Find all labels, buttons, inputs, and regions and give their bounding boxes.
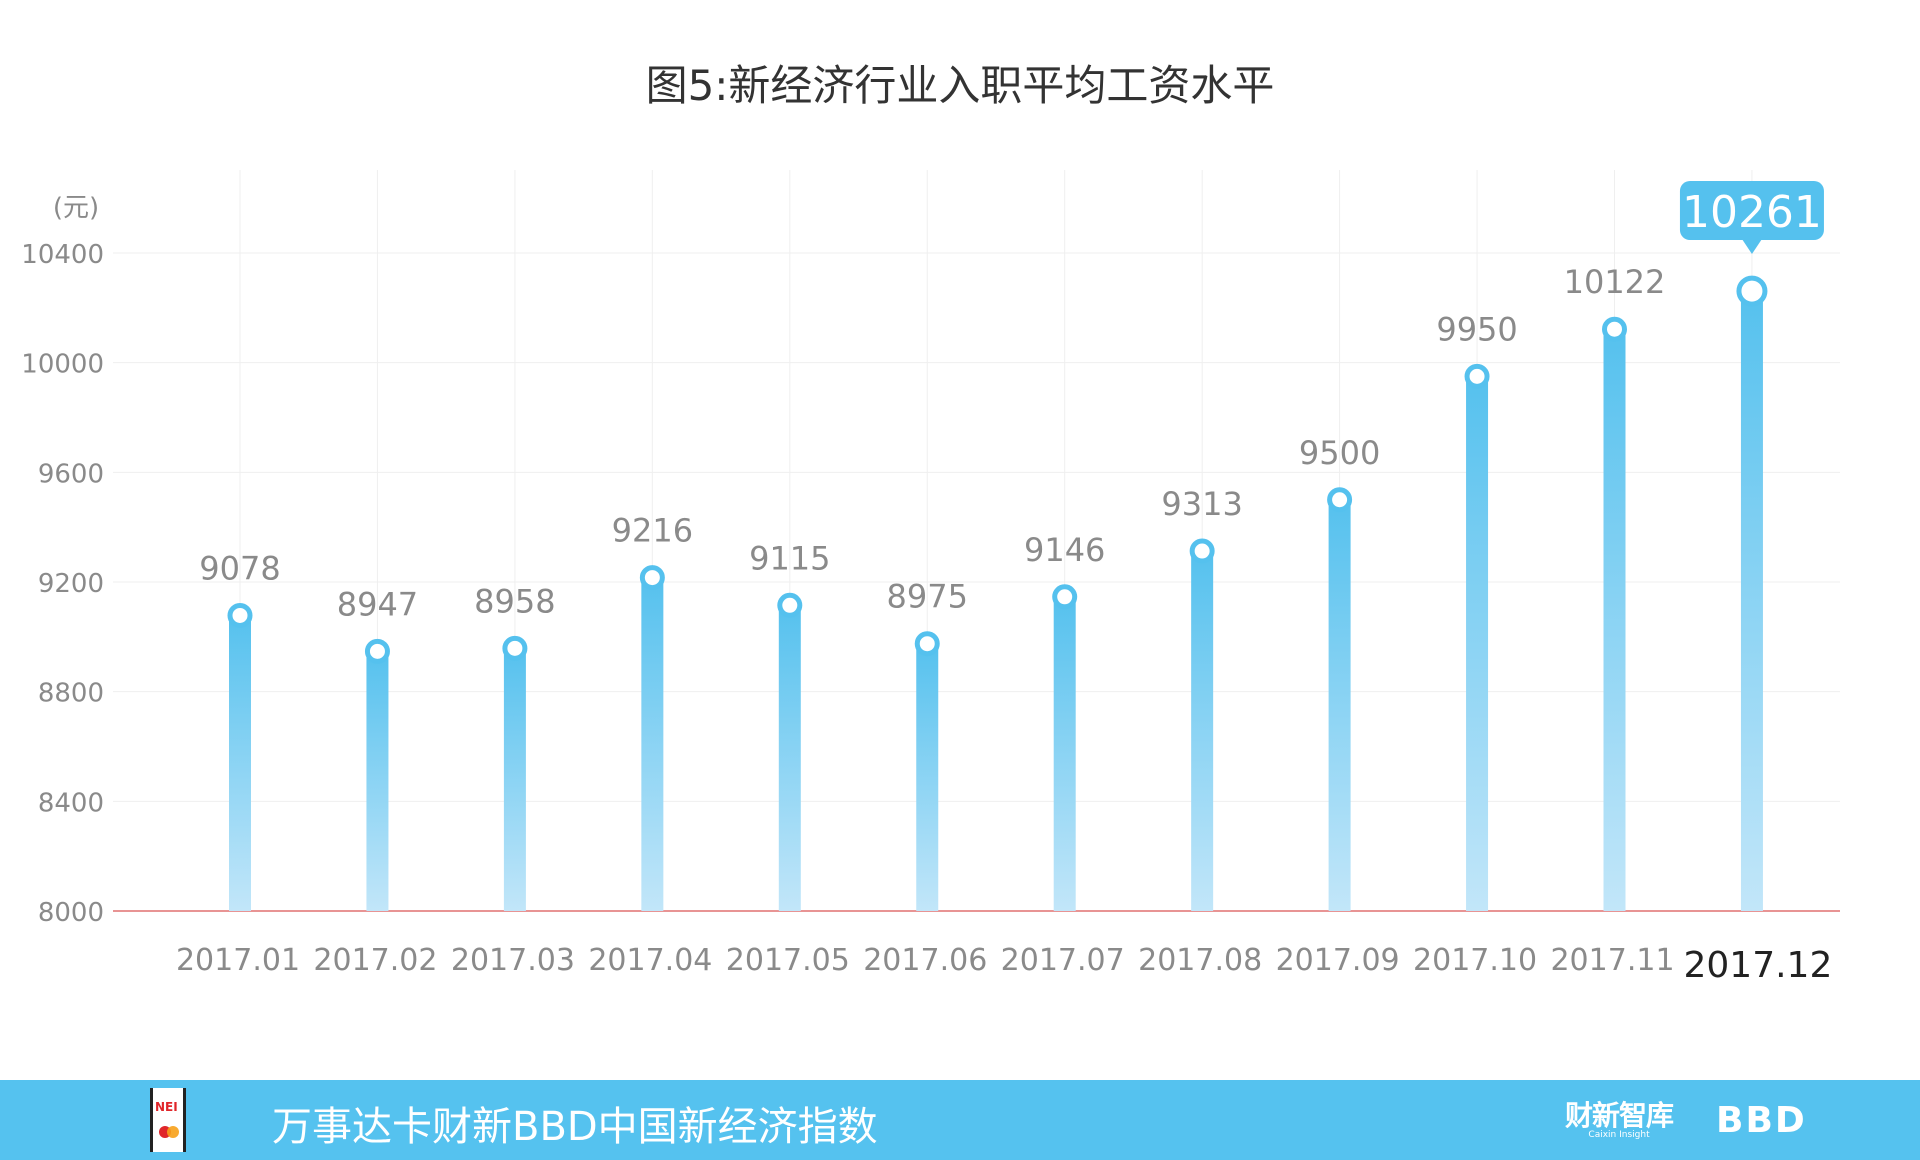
caixin-logo-cn: 财新智库	[1565, 1099, 1674, 1132]
x-tick-label: 2017.02	[313, 943, 437, 978]
data-point-marker	[364, 638, 390, 664]
x-tick-label: 2017.10	[1413, 943, 1537, 978]
x-tick-label: 2017.04	[588, 943, 712, 978]
data-point-marker	[502, 635, 528, 661]
bar	[503, 648, 526, 911]
bars-layer	[227, 275, 1768, 912]
y-tick-label: 10000	[21, 350, 104, 380]
footer-banner: NEI 万事达卡财新BBD中国新经济指数 财新智库 Caixin Insight…	[0, 1080, 1920, 1160]
y-tick-label: 8000	[38, 898, 104, 928]
data-label: 9078	[199, 549, 280, 587]
data-point-marker	[227, 602, 253, 628]
x-tick-label: 2017.09	[1276, 943, 1400, 978]
bar	[1740, 291, 1763, 912]
x-tick-label: 2017.07	[1001, 943, 1125, 978]
data-label: 9216	[612, 512, 693, 550]
y-tick-label: 9200	[38, 569, 104, 599]
caixin-insight-logo: 财新智库 Caixin Insight	[1565, 1099, 1674, 1141]
y-tick-label: 8400	[38, 788, 104, 818]
bar	[1053, 596, 1076, 911]
nei-logo: NEI	[150, 1088, 186, 1152]
bar	[229, 615, 251, 911]
data-label: 8975	[887, 578, 968, 616]
chart-title: 图5:新经济行业入职平均工资水平	[645, 61, 1275, 110]
callout-box	[1679, 181, 1824, 240]
bar-chart: 8000 8400 8800 9200 9600 10000 10400 (元) 9078 201…	[21, 170, 1840, 986]
data-label: 10122	[1564, 263, 1666, 301]
callout-pointer	[1741, 239, 1762, 254]
data-label: 9500	[1299, 434, 1380, 472]
y-tick-label: 9600	[38, 459, 104, 489]
x-tick-label: 2017.06	[863, 943, 987, 978]
x-tick-label: 2017.03	[451, 943, 575, 978]
data-point-marker	[914, 631, 940, 657]
bar	[1191, 551, 1214, 911]
bar	[1328, 499, 1351, 911]
callout-label: 10261	[1682, 187, 1822, 238]
y-axis-label: (元)	[53, 193, 99, 223]
caixin-logo-en: Caixin Insight	[1588, 1130, 1650, 1140]
y-tick-label: 8800	[38, 679, 104, 709]
data-point-marker	[639, 565, 665, 591]
nei-logo-text: NEI	[155, 1100, 178, 1114]
data-label: 9146	[1024, 531, 1105, 569]
data-point-marker	[777, 592, 803, 618]
data-point-marker	[1189, 538, 1215, 564]
data-point-marker	[1052, 584, 1078, 610]
data-label: 8947	[337, 585, 418, 623]
x-tick-label: 2017.12	[1684, 945, 1833, 986]
x-tick-label: 2017.05	[726, 943, 850, 978]
data-point-marker	[1736, 275, 1768, 307]
bar	[916, 643, 939, 911]
footer-text: 万事达卡财新BBD中国新经济指数	[272, 1104, 878, 1150]
data-point-marker	[1602, 316, 1627, 342]
x-tick-label: 2017.01	[176, 943, 300, 978]
bar	[366, 651, 389, 911]
bar	[778, 605, 801, 911]
x-tick-label: 2017.11	[1550, 943, 1674, 978]
mastercard-orange-circle	[167, 1126, 179, 1138]
bar	[641, 577, 664, 911]
bar	[1603, 329, 1626, 911]
data-point-marker	[1327, 487, 1353, 513]
bbd-logo: BBD	[1716, 1100, 1807, 1141]
data-label: 9115	[749, 539, 830, 577]
data-label: 8958	[474, 582, 555, 620]
labels-layer: 8000 8400 8800 9200 9600 10000 10400 (元) 9078 201…	[21, 181, 1832, 986]
data-point-marker	[1464, 363, 1490, 389]
y-tick-label: 10400	[21, 240, 104, 270]
x-tick-label: 2017.08	[1138, 943, 1262, 978]
data-label: 9950	[1436, 310, 1517, 348]
data-label: 9313	[1161, 485, 1242, 523]
bar	[1466, 376, 1489, 911]
